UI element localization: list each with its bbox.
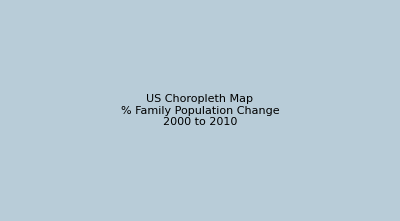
- Text: US Choropleth Map
% Family Population Change
2000 to 2010: US Choropleth Map % Family Population Ch…: [121, 94, 279, 127]
